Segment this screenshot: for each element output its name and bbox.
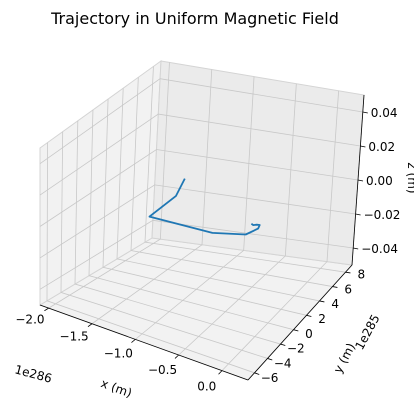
y-tick-label: 6 bbox=[344, 282, 352, 296]
x-tick-mark bbox=[44, 307, 49, 312]
z-axis-label: z (m) bbox=[405, 162, 414, 193]
z-tick-label: −0.04 bbox=[361, 242, 398, 256]
y-tick-label: 0 bbox=[305, 327, 313, 341]
y-grid-line bbox=[60, 131, 268, 359]
z-tick-label: −0.02 bbox=[364, 208, 401, 222]
x-grid-line bbox=[135, 76, 255, 340]
z-tick-label: 0.04 bbox=[371, 106, 398, 120]
x-tick-mark bbox=[218, 370, 223, 375]
z-grid-line bbox=[39, 113, 361, 196]
trajectory-line bbox=[148, 178, 261, 236]
y-tick-mark bbox=[319, 300, 325, 303]
x-grid-line bbox=[178, 83, 297, 356]
y-grid-line bbox=[130, 77, 333, 287]
y-tick-mark bbox=[267, 358, 273, 361]
y-tick-label: −2 bbox=[287, 342, 305, 356]
z-grid-line bbox=[39, 184, 356, 259]
y-grid-line bbox=[46, 142, 255, 374]
y-grid-line bbox=[88, 109, 294, 331]
trajectory-series bbox=[148, 178, 261, 236]
y-grid-line bbox=[116, 88, 320, 302]
y-grid-line bbox=[74, 120, 281, 345]
x-grid-line bbox=[91, 69, 213, 325]
z-tick-mark bbox=[360, 145, 366, 148]
y-tick-mark bbox=[254, 372, 260, 375]
y-tick-mark bbox=[280, 343, 286, 346]
y-tick-mark bbox=[345, 271, 351, 274]
chart-title: Trajectory in Uniform Magnetic Field bbox=[50, 9, 339, 28]
z-grid-line bbox=[39, 78, 363, 165]
pane-back-wall bbox=[151, 60, 365, 266]
x-grid-line bbox=[48, 62, 170, 309]
y-tick-mark bbox=[293, 329, 299, 332]
y-tick-label: 8 bbox=[358, 268, 366, 282]
y-tick-label: −4 bbox=[274, 356, 292, 370]
x-offset-text: 1e286 bbox=[13, 362, 53, 385]
y-tick-label: 4 bbox=[331, 297, 339, 311]
x-tick-mark bbox=[174, 354, 179, 359]
y-offset-text: 1e285 bbox=[352, 312, 382, 352]
x-tick-mark bbox=[131, 339, 136, 343]
y-tick-label: 2 bbox=[318, 312, 326, 326]
x-tick-mark bbox=[87, 323, 93, 327]
z-tick-mark bbox=[357, 179, 364, 182]
x-axis-label: x (m) bbox=[99, 376, 134, 400]
x-tick-label: 0.0 bbox=[197, 379, 216, 393]
z-tick-label: 0.00 bbox=[366, 174, 393, 188]
x-grid-line bbox=[221, 90, 340, 371]
y-grid-line bbox=[144, 66, 346, 273]
x-tick-label: −1.0 bbox=[104, 346, 133, 360]
z-tick-mark bbox=[355, 213, 361, 216]
z-tick-label: 0.02 bbox=[368, 140, 395, 154]
z-grid-line bbox=[39, 219, 354, 290]
x-tick-label: −0.5 bbox=[148, 363, 177, 377]
y-grid-line bbox=[102, 99, 307, 316]
x-tick-label: −2.0 bbox=[15, 313, 44, 327]
grid-lines bbox=[39, 62, 363, 374]
z-tick-mark bbox=[353, 247, 359, 250]
x-tick-label: −1.5 bbox=[60, 330, 89, 344]
z-tick-mark bbox=[362, 111, 368, 114]
y-tick-mark bbox=[306, 314, 312, 317]
z-grid-line bbox=[39, 149, 359, 227]
y-tick-mark bbox=[332, 286, 338, 288]
y-tick-label: −6 bbox=[261, 371, 279, 385]
